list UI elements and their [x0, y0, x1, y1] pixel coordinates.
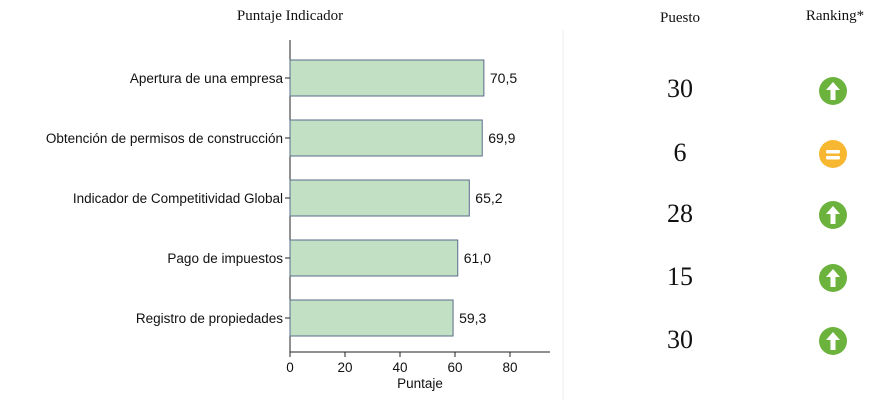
category-label: Pago de impuestos: [167, 251, 283, 266]
puesto-value: 6: [673, 138, 687, 167]
ranking-column-header: Ranking*: [805, 8, 865, 24]
puesto-value: 30: [667, 74, 693, 103]
x-tick-label: 40: [392, 360, 407, 375]
bar-5: [289, 299, 454, 337]
bar-2: [289, 119, 483, 157]
x-tick-label: 20: [337, 360, 352, 375]
bar-3: [289, 179, 470, 217]
x-tick-label: 0: [286, 360, 294, 375]
chart-title: Puntaje Indicador: [236, 8, 344, 24]
bar-value-label: 69,9: [488, 130, 515, 146]
bar-chart: Apertura de una empresa 70,5 Obtención de …: [46, 30, 564, 400]
puesto-column-header: Puesto: [659, 10, 700, 26]
puesto-value: 15: [667, 262, 693, 291]
category-label: Registro de propiedades: [136, 311, 283, 326]
bar-value-label: 65,2: [475, 190, 502, 206]
arrow-up-icon: [819, 77, 847, 105]
category-label: Obtención de permisos de construcción: [46, 131, 283, 146]
arrow-up-icon: [819, 264, 847, 292]
puesto-value: 30: [667, 325, 693, 354]
category-label: Indicador de Competitividad Global: [73, 191, 283, 206]
category-label: Apertura de una empresa: [130, 71, 284, 86]
bar-1: [289, 59, 485, 97]
x-axis-title: Puntaje: [397, 376, 443, 391]
x-tick-label: 80: [502, 360, 517, 375]
bar-value-label: 59,3: [459, 310, 486, 326]
bar-value-label: 61,0: [464, 250, 491, 266]
arrow-up-icon: [819, 327, 847, 355]
equal-icon: [819, 140, 847, 168]
x-tick-label: 60: [447, 360, 462, 375]
arrow-up-icon: [819, 201, 847, 229]
puesto-value: 28: [667, 199, 693, 228]
bar-value-label: 70,5: [490, 70, 517, 86]
bar-4: [289, 239, 459, 277]
